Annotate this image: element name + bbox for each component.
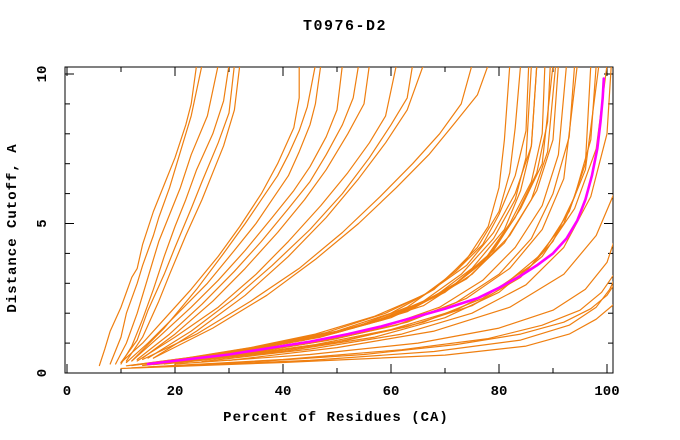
model-curve bbox=[131, 67, 538, 366]
y-tick-label: 5 bbox=[35, 219, 51, 227]
chart-title: T0976-D2 bbox=[303, 18, 387, 35]
model-curve bbox=[152, 67, 489, 359]
y-tick-labels: 0 5 10 bbox=[35, 66, 51, 378]
x-tick-label: 80 bbox=[491, 384, 508, 400]
y-tick-label: 10 bbox=[35, 66, 51, 83]
model-curve bbox=[152, 67, 424, 359]
y-axis-label: Distance Cutoff, A bbox=[5, 143, 21, 312]
model-curve bbox=[136, 67, 359, 361]
model-curve bbox=[120, 67, 230, 365]
model-curves bbox=[98, 67, 613, 370]
model-curve bbox=[109, 67, 203, 365]
x-tick-label: 40 bbox=[275, 384, 292, 400]
x-tick-label: 100 bbox=[594, 384, 619, 400]
model-curve bbox=[174, 67, 608, 364]
x-axis-label: Percent of Residues (CA) bbox=[223, 410, 449, 426]
model-curve bbox=[185, 67, 559, 361]
model-curve bbox=[136, 67, 397, 362]
x-tick-label: 60 bbox=[383, 384, 400, 400]
model-curve bbox=[125, 67, 241, 362]
model-curve bbox=[152, 67, 546, 364]
x-tick-labels: 0 20 40 60 80 100 bbox=[63, 384, 620, 400]
highlighted-model-curve bbox=[146, 77, 606, 366]
model-curve bbox=[131, 67, 343, 362]
model-curve bbox=[120, 67, 235, 364]
model-curve bbox=[169, 67, 578, 364]
model-curve bbox=[120, 67, 300, 364]
model-curve bbox=[228, 194, 613, 361]
model-curve bbox=[163, 67, 600, 365]
x-tick-label: 0 bbox=[63, 384, 71, 400]
model-curve bbox=[142, 67, 473, 361]
model-curve bbox=[174, 242, 613, 365]
model-curve bbox=[131, 67, 316, 362]
model-curve bbox=[114, 67, 219, 365]
model-curve bbox=[98, 67, 197, 367]
y-tick-label: 0 bbox=[35, 369, 51, 377]
model-curve bbox=[120, 304, 613, 370]
model-curve bbox=[125, 67, 322, 364]
model-curve bbox=[201, 67, 612, 363]
model-curve bbox=[147, 274, 613, 368]
model-curve bbox=[147, 67, 413, 359]
model-curve bbox=[142, 67, 370, 359]
x-tick-label: 20 bbox=[167, 384, 184, 400]
plot-frame bbox=[64, 66, 614, 374]
model-curve bbox=[136, 281, 613, 369]
